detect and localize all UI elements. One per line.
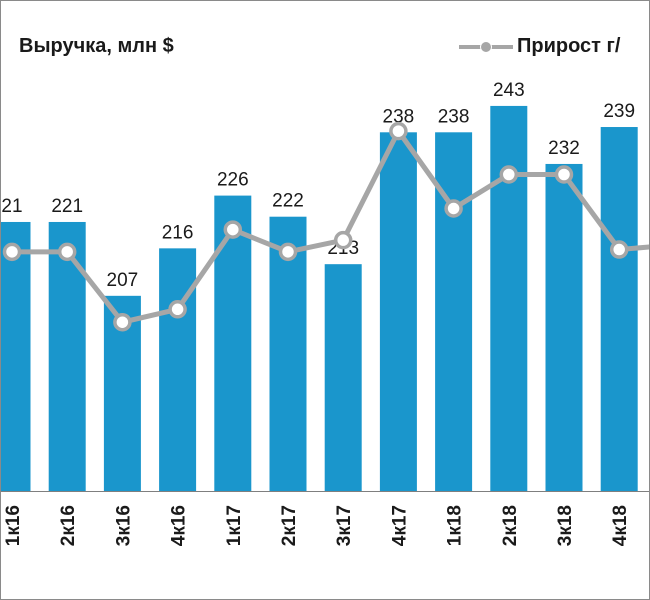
growth-point-2к18 [499,165,519,184]
growth-point-2к16 [57,242,77,262]
legend-bar-swatch [1,40,13,54]
growth-point-3к16 [113,312,132,332]
growth-point-4к18 [609,240,629,259]
growth-point-1к16 [2,242,22,262]
bar-4к18 [600,127,638,492]
legend-growth: Прирост г/ [457,35,620,58]
bar-2к16 [48,221,86,491]
x-tick-2к16: 2к16 [58,505,79,546]
growth-point-3к18 [554,165,574,184]
growth-point-2к17 [278,242,298,262]
bar-3к18 [545,163,583,491]
x-tick-4к18: 4к18 [610,505,631,546]
bar-label-2к16: 221 [51,196,83,217]
bar-2к18 [490,105,528,492]
x-tick-1к17: 1к17 [224,505,245,546]
bar-label-3к16: 207 [107,270,139,291]
x-tick-3к16: 3к16 [113,505,134,546]
bar-4к16 [159,248,197,491]
growth-point-3к17 [333,230,353,250]
bar-1к17 [214,195,252,491]
x-tick-2к18: 2к18 [500,505,521,546]
x-tick-3к17: 3к17 [334,505,355,546]
growth-point-4к17 [389,121,408,141]
x-tick-2к17: 2к17 [279,505,300,546]
bar-label-2к18: 243 [493,80,525,101]
legend-line-swatch [457,40,515,54]
bar-label-2к17: 222 [272,191,304,212]
x-tick-4к17: 4к17 [389,505,410,546]
growth-point-1к17 [223,220,243,239]
bar-label-1к17: 226 [217,170,249,191]
growth-point-1к18 [444,199,463,218]
x-tick-4к16: 4к16 [169,505,190,546]
x-tick-1к16: 1к16 [3,505,24,546]
bar-label-4к17: 238 [383,106,415,127]
bar-label-3к18: 232 [548,138,580,159]
x-tick-3к18: 3к18 [555,505,576,546]
growth-point-4к16 [168,300,187,319]
bar-2к17 [269,216,307,491]
legend-revenue: Выручка, млн $ [1,35,174,58]
bar-3к17 [324,264,362,491]
legend-revenue-label: Выручка, млн $ [19,35,174,57]
bar-4к17 [379,132,417,492]
bar-label-1к16: 21 [1,196,22,217]
bar-1к16 [1,221,31,491]
bar-label-4к18: 239 [603,101,635,122]
bar-label-1к18: 238 [438,106,470,127]
bar-label-4к16: 216 [162,222,194,243]
legend-growth-label: Прирост г/ [517,35,621,57]
x-tick-1к18: 1к18 [445,505,466,546]
